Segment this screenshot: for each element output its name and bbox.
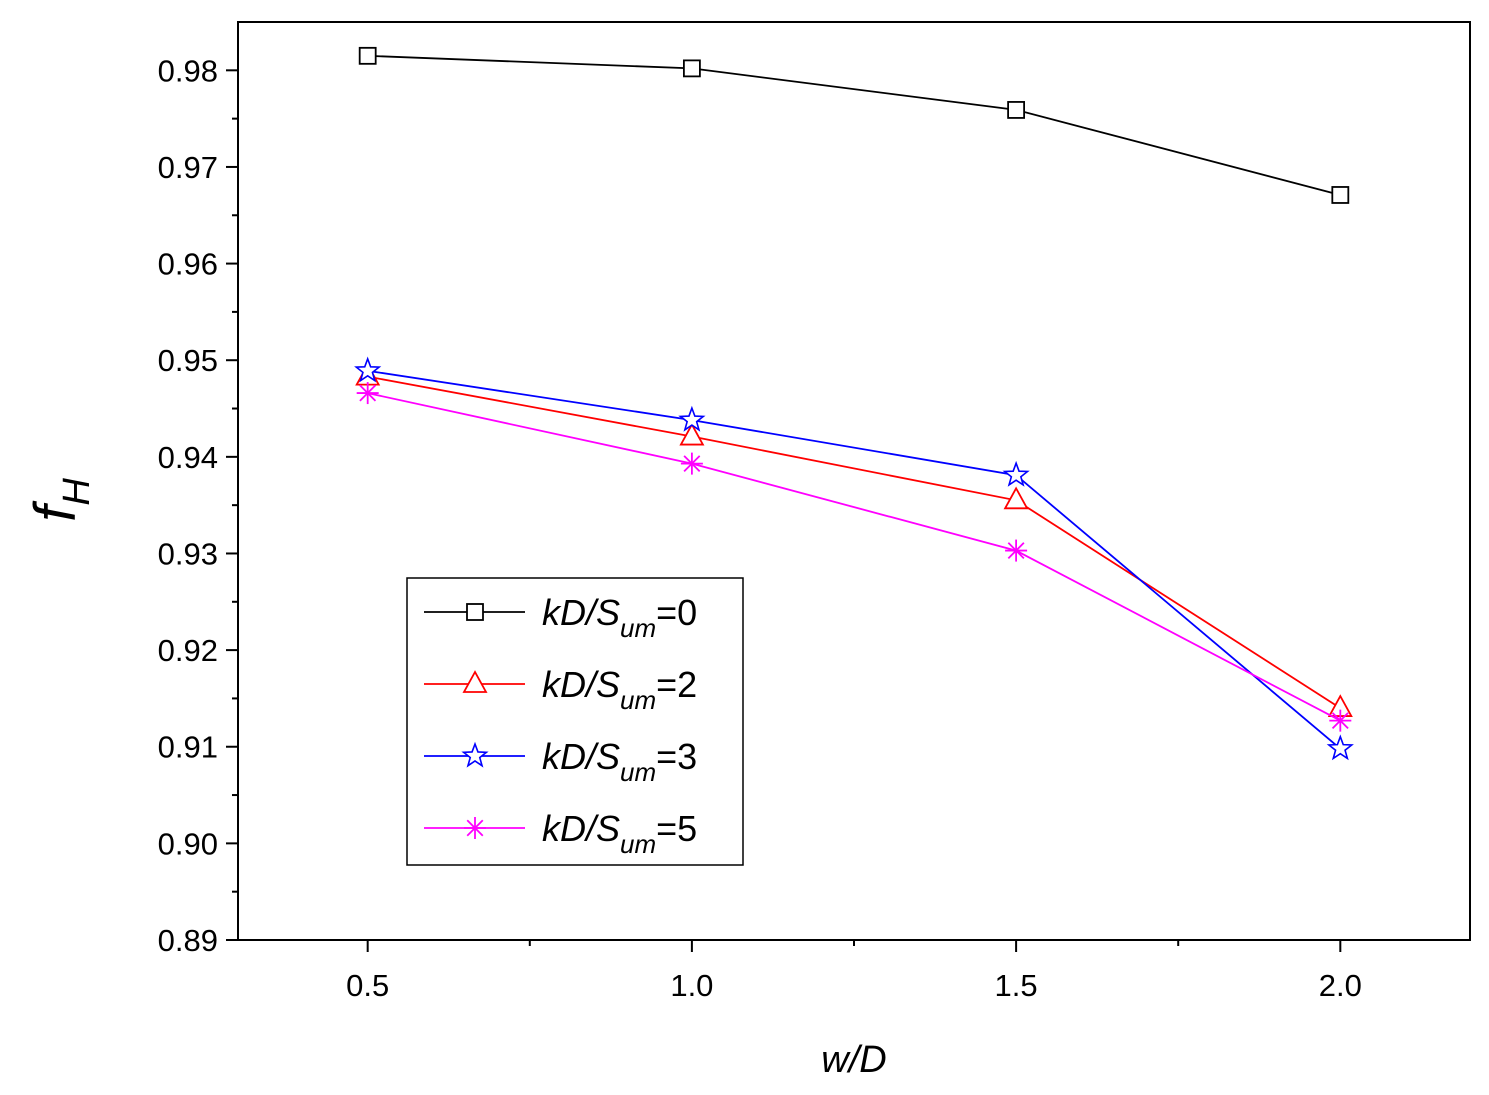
x-tick-label: 1.5: [995, 968, 1038, 1003]
data-point: [1326, 734, 1354, 761]
y-axis: 0.89 0.90 0.91 0.92 0.93 0.94 0.95 0.96 0.97 0.98: [158, 53, 238, 958]
x-tick-label: 0.5: [346, 968, 389, 1003]
y-tick-label: 0.96: [158, 247, 218, 282]
series-layer: [354, 46, 1354, 761]
data-point: [680, 452, 703, 475]
series-line: [367, 54, 1341, 196]
y-tick-label: 0.92: [158, 633, 218, 668]
legend-marker: [461, 741, 489, 768]
x-tick-label: 1.0: [670, 968, 713, 1003]
legend-label-main: kD/S: [542, 808, 620, 849]
y-tick-label: 0.91: [158, 730, 218, 765]
data-point: [1002, 460, 1030, 487]
y-tick-label: 0.89: [158, 923, 218, 958]
data-point: [1329, 709, 1352, 732]
legend-marker: [464, 817, 486, 839]
legend-label: kD/Sum=5: [542, 808, 697, 859]
x-axis: 0.5 1.0 1.5 2.0: [346, 940, 1362, 1003]
y-tick-label: 0.94: [158, 440, 218, 475]
data-point: [358, 46, 377, 65]
series-0: [358, 46, 1350, 204]
legend-item: kD/Sum=2: [424, 664, 697, 715]
data-point: [1331, 186, 1350, 204]
data-point: [356, 382, 379, 405]
legend-label-sub: um: [620, 757, 656, 787]
data-point: [679, 422, 705, 446]
data-point: [354, 356, 382, 383]
svg-text:fH: fH: [23, 478, 98, 522]
series-line: [367, 369, 1341, 750]
legend-label-sub: um: [620, 685, 656, 715]
legend-label-main: kD/S: [542, 592, 620, 633]
legend-item: kD/Sum=5: [424, 808, 697, 859]
data-point: [678, 405, 706, 432]
y-axis-title-sub: H: [56, 478, 98, 506]
legend-label: kD/Sum=2: [542, 664, 697, 715]
series-3: [356, 382, 1352, 732]
legend-label-sub: um: [620, 829, 656, 859]
legend-item: kD/Sum=3: [424, 736, 697, 787]
legend-marker: [462, 670, 488, 693]
legend-label-main: kD/S: [542, 736, 620, 777]
x-tick-label: 2.0: [1319, 968, 1362, 1003]
legend: kD/Sum=0kD/Sum=2kD/Sum=3kD/Sum=5: [406, 577, 744, 866]
legend-label-tail: =3: [656, 736, 697, 777]
series-1: [355, 362, 1353, 717]
legend-label-tail: =2: [656, 664, 697, 705]
x-axis-title: w/D: [821, 1039, 886, 1081]
series-line: [367, 392, 1341, 722]
data-point: [1003, 486, 1029, 510]
legend-item: kD/Sum=0: [424, 592, 697, 643]
series-2: [354, 356, 1354, 761]
series-line: [367, 375, 1341, 709]
legend-label: kD/Sum=3: [542, 736, 697, 787]
legend-box: [406, 577, 744, 866]
y-tick-label: 0.93: [158, 536, 218, 571]
legend-label-tail: =5: [656, 808, 697, 849]
legend-label-tail: =0: [656, 592, 697, 633]
y-tick-label: 0.98: [158, 53, 218, 88]
legend-marker: [466, 603, 484, 621]
y-axis-title: fH: [23, 478, 98, 522]
legend-label-main: kD/S: [542, 664, 620, 705]
y-tick-label: 0.90: [158, 826, 218, 861]
data-point: [1005, 539, 1028, 562]
y-tick-label: 0.95: [158, 343, 218, 378]
data-point: [1007, 101, 1026, 119]
legend-label-sub: um: [620, 613, 656, 643]
legend-label: kD/Sum=0: [542, 592, 697, 643]
data-point: [682, 59, 701, 78]
y-tick-label: 0.97: [158, 150, 218, 185]
